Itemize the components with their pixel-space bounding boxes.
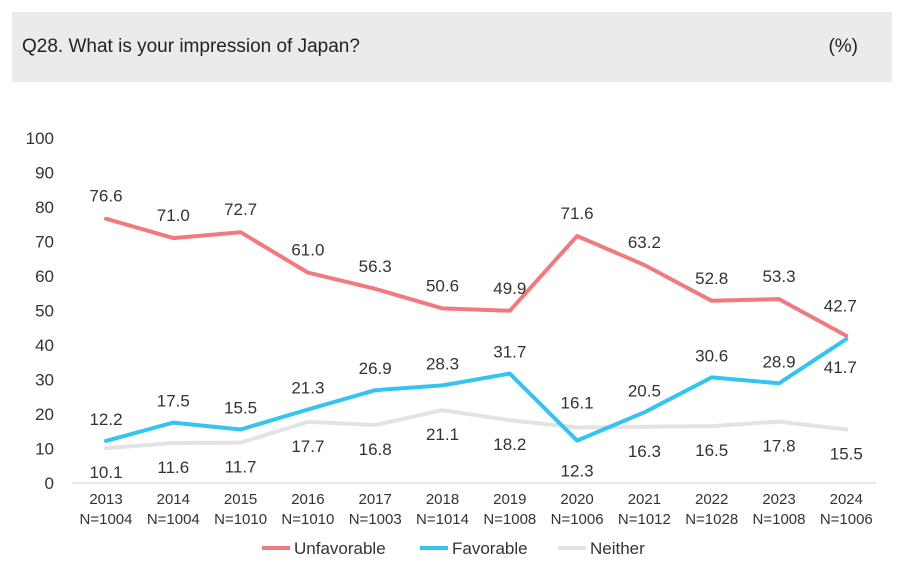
y-tick-label: 50	[35, 302, 54, 321]
legend-label-neither: Neither	[590, 539, 645, 558]
x-tick-year: 2020	[560, 491, 593, 508]
y-tick-label: 40	[35, 336, 54, 355]
data-label-neither: 11.6	[157, 458, 189, 477]
y-tick-label: 20	[35, 405, 54, 424]
data-label-favorable: 17.5	[157, 392, 190, 411]
data-label-neither: 10.1	[89, 463, 122, 482]
data-label-favorable: 41.7	[824, 358, 857, 377]
chart-header: Q28. What is your impression of Japan? (…	[12, 12, 892, 82]
y-tick-label: 60	[35, 267, 54, 286]
data-label-favorable: 15.5	[224, 399, 257, 418]
data-label-unfavorable: 71.6	[561, 204, 594, 223]
data-label-neither: 18.2	[493, 435, 526, 454]
x-tick-sample-size: N=1008	[753, 511, 806, 528]
data-label-favorable: 21.3	[291, 379, 324, 398]
x-tick-year: 2016	[291, 491, 324, 508]
x-tick-sample-size: N=1028	[685, 511, 738, 528]
data-label-favorable: 28.9	[762, 352, 795, 371]
series-line-favorable	[104, 337, 849, 443]
legend: Unfavorable Favorable Neither	[262, 539, 645, 558]
x-tick-sample-size: N=1010	[281, 511, 334, 528]
y-tick-label: 90	[35, 164, 54, 183]
data-label-favorable: 31.7	[493, 343, 526, 362]
data-labels: 76.6 71.0 72.7 61.0 56.3 50.6 49.9 71.6 63.2 52.8…	[89, 187, 862, 482]
series-line-unfavorable	[104, 216, 849, 338]
data-label-favorable: 12.3	[561, 462, 594, 481]
x-tick-sample-size: N=1006	[551, 511, 604, 528]
data-label-neither: 17.7	[291, 437, 324, 456]
x-tick-year: 2017	[359, 491, 392, 508]
x-tick-sample-size: N=1012	[618, 511, 671, 528]
x-tick-year: 2013	[89, 491, 122, 508]
x-tick-year: 2024	[830, 491, 863, 508]
x-tick-year: 2022	[695, 491, 728, 508]
y-tick-label: 30	[35, 371, 54, 390]
x-tick-sample-size: N=1010	[214, 511, 267, 528]
data-label-unfavorable: 71.0	[157, 206, 190, 225]
series-lines	[104, 216, 849, 451]
data-label-favorable: 30.6	[695, 346, 728, 365]
x-tick-year: 2015	[224, 491, 257, 508]
data-label-neither: 21.1	[426, 425, 459, 444]
x-tick-year: 2019	[493, 491, 526, 508]
y-tick-label: 100	[26, 129, 54, 148]
x-tick-sample-size: N=1003	[349, 511, 402, 528]
data-label-favorable: 26.9	[359, 359, 392, 378]
data-label-neither: 16.5	[695, 441, 728, 460]
data-label-unfavorable: 63.2	[628, 233, 661, 252]
x-tick-year: 2014	[157, 491, 190, 508]
data-label-neither: 17.8	[762, 437, 795, 456]
data-label-unfavorable: 50.6	[426, 276, 459, 295]
data-label-favorable: 12.2	[89, 410, 122, 429]
data-label-unfavorable: 76.6	[89, 187, 122, 206]
data-label-neither: 16.3	[628, 442, 661, 461]
x-tick-year: 2021	[628, 491, 661, 508]
data-label-unfavorable: 72.7	[224, 200, 257, 219]
x-tick-sample-size: N=1006	[820, 511, 873, 528]
data-label-unfavorable: 49.9	[493, 279, 526, 298]
data-label-neither: 16.8	[359, 440, 392, 459]
chart-title: Q28. What is your impression of Japan?	[22, 36, 360, 57]
data-label-unfavorable: 53.3	[762, 267, 795, 286]
y-tick-label: 80	[35, 198, 54, 217]
y-tick-label: 70	[35, 233, 54, 252]
x-tick-year: 2018	[426, 491, 459, 508]
y-axis-ticks: 0 10 20 30 40 50 60 70 80 90 100	[26, 129, 54, 493]
x-tick-sample-size: N=1008	[483, 511, 536, 528]
data-label-unfavorable: 42.7	[824, 297, 857, 316]
data-label-neither: 15.5	[830, 445, 863, 464]
unit-label: (%)	[828, 36, 858, 57]
x-tick-sample-size: N=1004	[80, 511, 133, 528]
data-label-unfavorable: 61.0	[291, 241, 324, 260]
legend-label-unfavorable: Unfavorable	[294, 539, 386, 558]
series-line-neither	[104, 408, 849, 451]
data-label-unfavorable: 56.3	[359, 257, 392, 276]
y-tick-label: 0	[45, 474, 54, 493]
data-label-favorable: 20.5	[628, 381, 661, 400]
data-label-favorable: 28.3	[426, 354, 459, 373]
x-axis-ticks: 2013 N=1004 2014 N=1004 2015 N=1010 2016 N=1010…	[80, 491, 873, 528]
data-label-unfavorable: 52.8	[695, 269, 728, 288]
x-tick-sample-size: N=1004	[147, 511, 200, 528]
x-tick-sample-size: N=1014	[416, 511, 469, 528]
data-label-neither: 11.7	[225, 458, 257, 477]
y-tick-label: 10	[35, 440, 54, 459]
x-tick-year: 2023	[762, 491, 795, 508]
data-label-neither: 16.1	[561, 393, 594, 412]
legend-label-favorable: Favorable	[452, 539, 528, 558]
